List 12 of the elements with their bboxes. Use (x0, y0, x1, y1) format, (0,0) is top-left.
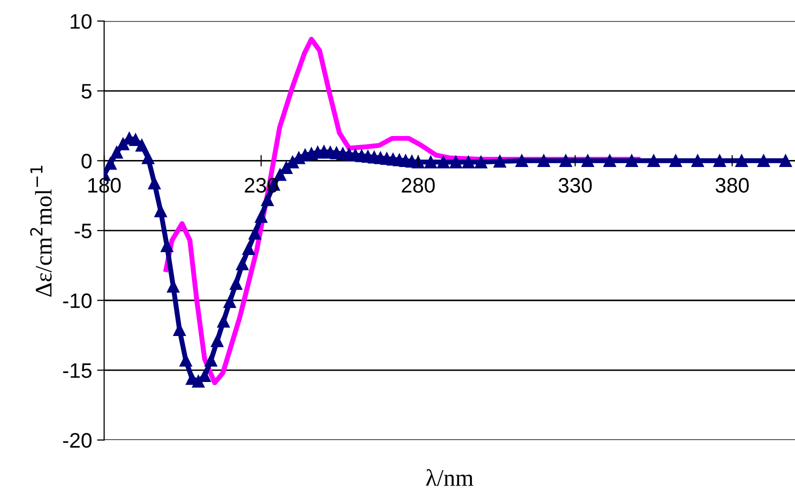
y-axis-title: Δε/cm$^{2}$mol$^{−1}$ (30, 166, 52, 297)
y-tick-label: 0 (82, 154, 92, 168)
x-tick-label: 280 (402, 178, 435, 193)
y-tick-label: -15 (63, 363, 92, 378)
x-tick-label: 380 (716, 178, 749, 193)
y-tick-label: 5 (82, 84, 92, 99)
x-axis-title: λ/nm (426, 469, 474, 486)
y-tick-label: -20 (63, 433, 92, 448)
x-tick-label: 330 (558, 178, 592, 193)
y-tick-label: -5 (74, 224, 92, 238)
y-tick-label: 10 (70, 14, 92, 29)
y-tick-label: -10 (63, 293, 92, 308)
